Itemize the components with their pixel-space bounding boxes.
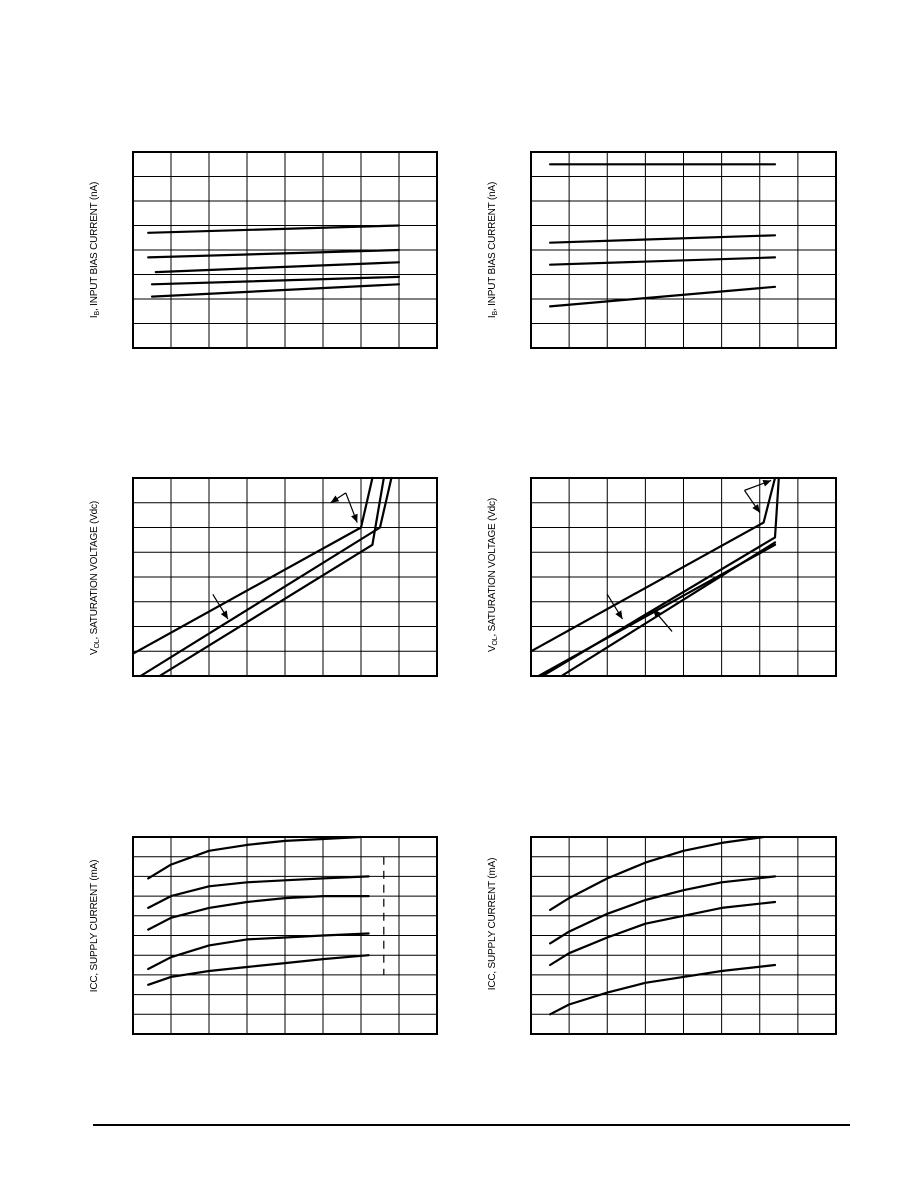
- series-line-3: [154, 261, 401, 274]
- series-line-3: [548, 900, 777, 967]
- series-line-3: [548, 256, 777, 266]
- series-line-2: [139, 476, 393, 678]
- annotation-arrow-head: [220, 610, 228, 620]
- plot-frame: [132, 477, 438, 677]
- chart-icc-left: [132, 835, 438, 1035]
- series-line-2: [147, 248, 401, 259]
- plot-frame: [132, 836, 438, 1035]
- chart-icc-right: [530, 835, 837, 1035]
- plot-frame: [530, 477, 837, 677]
- series-line-5: [150, 283, 401, 298]
- series-line-4: [147, 932, 370, 971]
- chart-vol-right: [529, 476, 837, 678]
- footer-rule: [93, 1124, 850, 1126]
- plot-frame: [132, 151, 438, 349]
- chart-ib-right: [530, 151, 837, 349]
- series-line-4: [548, 963, 777, 1016]
- chart-vol-left: [131, 476, 438, 678]
- annotation-arrow-head: [762, 480, 772, 487]
- annotation-arrow-head: [653, 609, 661, 618]
- series-line-4: [548, 285, 777, 308]
- annotation-arrow-head: [330, 495, 340, 503]
- series-line-1: [131, 476, 374, 655]
- series-line-1: [147, 835, 363, 880]
- series-line-5: [147, 954, 370, 986]
- series-line-2: [548, 875, 777, 945]
- series-line-4: [150, 275, 401, 286]
- series-line-4: [560, 541, 777, 678]
- series-line-1: [147, 224, 401, 234]
- series-line-1: [548, 835, 765, 912]
- series-line-3: [147, 894, 370, 931]
- annotation-arrow-head: [351, 513, 358, 523]
- plot-frame: [530, 151, 837, 349]
- series-line-2: [548, 234, 777, 244]
- chart-ib-left: [132, 151, 438, 349]
- series-line-3: [158, 476, 385, 678]
- annotation-arrow-head: [615, 610, 623, 620]
- series-line-2: [147, 875, 370, 910]
- series-line-1: [529, 476, 777, 653]
- plot-frame: [530, 836, 837, 1035]
- annotation-arrow-head: [752, 504, 760, 513]
